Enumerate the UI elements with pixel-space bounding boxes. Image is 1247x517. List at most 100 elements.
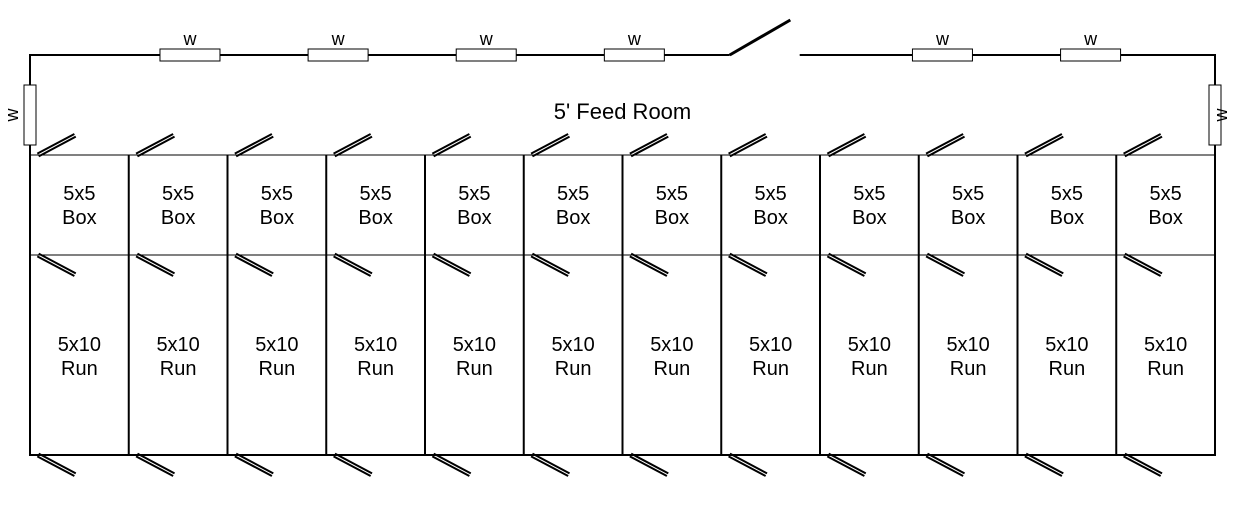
window-top [1061, 49, 1121, 61]
run-label: 5x10 [453, 334, 496, 356]
window-top [456, 49, 516, 61]
run-label: 5x10 [650, 334, 693, 356]
box-label: 5x5 [755, 183, 787, 205]
gate-box-to-run [136, 254, 174, 276]
run-label: 5x10 [1045, 334, 1088, 356]
run-label: Run [752, 358, 789, 380]
box-label: 5x5 [63, 183, 95, 205]
box-label: Box [951, 207, 985, 229]
run-label: 5x10 [946, 334, 989, 356]
window-top [160, 49, 220, 61]
run-label: 5x10 [354, 334, 397, 356]
window-top [604, 49, 664, 61]
run-label: Run [1147, 358, 1184, 380]
box-label: Box [260, 207, 294, 229]
gate-feed-to-box [531, 134, 569, 156]
run-label: 5x10 [156, 334, 199, 356]
gate-run-exterior [630, 454, 668, 476]
gate-run-exterior [531, 454, 569, 476]
box-label: 5x5 [162, 183, 194, 205]
gate-box-to-run [334, 254, 372, 276]
gate-run-exterior [432, 454, 470, 476]
gate-run-exterior [235, 454, 273, 476]
gate-run-exterior [1124, 454, 1162, 476]
box-label: 5x5 [261, 183, 293, 205]
gate-feed-to-box [729, 134, 767, 156]
gate-box-to-run [926, 254, 964, 276]
run-label: 5x10 [58, 334, 101, 356]
gate-feed-to-box [827, 134, 865, 156]
run-label: Run [61, 358, 98, 380]
box-label: Box [556, 207, 590, 229]
window-top [912, 49, 972, 61]
gate-run-exterior [136, 454, 174, 476]
gate-box-to-run [1025, 254, 1063, 276]
box-label: Box [161, 207, 195, 229]
gate-box-to-run [37, 254, 75, 276]
gate-feed-to-box [1124, 134, 1162, 156]
gate-run-exterior [827, 454, 865, 476]
gate-run-exterior [37, 454, 75, 476]
gate-feed-to-box [926, 134, 964, 156]
gate-box-to-run [630, 254, 668, 276]
box-label: 5x5 [1150, 183, 1182, 205]
box-label: Box [1148, 207, 1182, 229]
window-label: w [331, 29, 346, 49]
box-label: Box [1050, 207, 1084, 229]
box-label: Box [753, 207, 787, 229]
box-label: 5x5 [360, 183, 392, 205]
run-label: Run [456, 358, 493, 380]
box-label: Box [358, 207, 392, 229]
box-label: Box [655, 207, 689, 229]
box-label: 5x5 [458, 183, 490, 205]
window-label: w [182, 29, 197, 49]
window-label: w [1211, 108, 1231, 123]
door-leaf [730, 20, 791, 55]
run-label: Run [1049, 358, 1086, 380]
run-label: Run [357, 358, 394, 380]
box-label: Box [852, 207, 886, 229]
box-label: Box [62, 207, 96, 229]
gate-feed-to-box [136, 134, 174, 156]
gate-feed-to-box [235, 134, 273, 156]
gate-box-to-run [432, 254, 470, 276]
gate-box-to-run [1124, 254, 1162, 276]
gate-feed-to-box [432, 134, 470, 156]
gate-box-to-run [531, 254, 569, 276]
run-label: Run [160, 358, 197, 380]
run-label: Run [851, 358, 888, 380]
window-label: w [479, 29, 494, 49]
box-label: Box [457, 207, 491, 229]
run-label: 5x10 [551, 334, 594, 356]
window-top [308, 49, 368, 61]
gate-feed-to-box [37, 134, 75, 156]
window-left [24, 85, 36, 145]
gate-box-to-run [827, 254, 865, 276]
gate-run-exterior [926, 454, 964, 476]
window-label: w [1083, 29, 1098, 49]
box-label: 5x5 [557, 183, 589, 205]
gate-run-exterior [1025, 454, 1063, 476]
box-label: 5x5 [1051, 183, 1083, 205]
window-label: w [627, 29, 642, 49]
box-label: 5x5 [656, 183, 688, 205]
run-label: 5x10 [848, 334, 891, 356]
box-label: 5x5 [853, 183, 885, 205]
window-label: w [2, 108, 22, 123]
kennel-floor-plan: 5' Feed Room5x5Box5x10Run5x5Box5x10Run5x… [0, 0, 1247, 517]
run-label: 5x10 [255, 334, 298, 356]
gate-box-to-run [235, 254, 273, 276]
run-label: Run [950, 358, 987, 380]
window-label: w [935, 29, 950, 49]
gate-feed-to-box [630, 134, 668, 156]
gate-box-to-run [729, 254, 767, 276]
run-label: Run [654, 358, 691, 380]
box-label: 5x5 [952, 183, 984, 205]
gate-feed-to-box [334, 134, 372, 156]
gate-feed-to-box [1025, 134, 1063, 156]
gate-run-exterior [334, 454, 372, 476]
gate-run-exterior [729, 454, 767, 476]
run-label: Run [555, 358, 592, 380]
run-label: 5x10 [749, 334, 792, 356]
run-label: Run [259, 358, 296, 380]
